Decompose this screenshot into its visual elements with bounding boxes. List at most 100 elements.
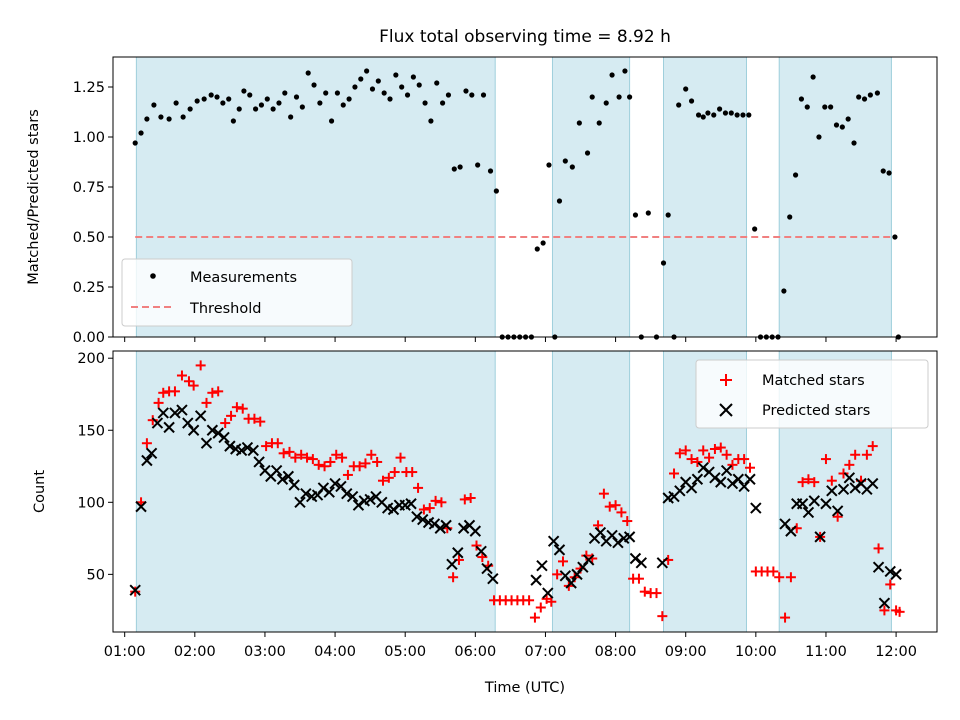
measurement-point bbox=[399, 84, 405, 90]
predicted-star-point bbox=[224, 440, 236, 452]
matched-star-point bbox=[803, 474, 814, 485]
matched-star-point bbox=[698, 445, 709, 456]
measurement-point bbox=[752, 226, 758, 232]
matched-star-point bbox=[459, 494, 470, 505]
matched-star-point bbox=[721, 449, 732, 460]
matched-star-point bbox=[195, 360, 206, 371]
measurement-point bbox=[798, 96, 805, 102]
predicted-star-point bbox=[341, 487, 353, 500]
cross-b bbox=[843, 472, 856, 484]
matched-star-point bbox=[307, 454, 318, 465]
measurement-point bbox=[364, 68, 370, 74]
matched-star-point bbox=[372, 456, 383, 467]
matched-star-point bbox=[894, 606, 905, 617]
matched-star-point bbox=[383, 472, 394, 483]
x-tick-label: 10:00 bbox=[735, 644, 777, 660]
predicted-star-point bbox=[452, 547, 464, 559]
matched-star-point bbox=[395, 452, 406, 463]
cross-b bbox=[884, 565, 896, 578]
measurement-point bbox=[562, 158, 568, 164]
matched-star-point bbox=[686, 454, 697, 465]
predicted-star-point bbox=[475, 545, 487, 558]
cross-b bbox=[674, 485, 686, 497]
measurement-point bbox=[711, 112, 717, 118]
matched-star-point bbox=[313, 459, 324, 470]
x-tick-label: 06:00 bbox=[454, 644, 496, 660]
measurement-point bbox=[722, 110, 729, 116]
predicted-star-point bbox=[867, 477, 879, 490]
predicted-star-point bbox=[487, 572, 499, 585]
matched-star-point bbox=[651, 588, 662, 599]
measurement-point bbox=[416, 82, 422, 88]
x-tick-label: 02:00 bbox=[174, 644, 216, 660]
matched-star-point bbox=[188, 380, 199, 391]
matched-star-point bbox=[377, 475, 388, 486]
matched-star-point bbox=[176, 370, 187, 381]
bottom-legend-box bbox=[695, 359, 929, 429]
predicted-star-point bbox=[329, 477, 341, 490]
predicted-star-point bbox=[565, 577, 577, 589]
measurement-point bbox=[540, 240, 546, 246]
x-tick-label: 11:00 bbox=[805, 644, 847, 660]
predicted-star-point bbox=[294, 496, 306, 509]
cross-b bbox=[387, 503, 400, 516]
measurement-point bbox=[323, 90, 329, 96]
cross-b bbox=[606, 529, 618, 542]
predicted-star-point bbox=[814, 531, 826, 543]
measurement-point bbox=[622, 68, 628, 74]
cross-b bbox=[235, 444, 248, 457]
measurement-point bbox=[187, 106, 193, 112]
measurement-point bbox=[833, 122, 840, 128]
cross-b bbox=[890, 568, 902, 581]
observing-interval bbox=[551, 56, 631, 338]
predicted-star-point bbox=[744, 473, 756, 485]
predicted-star-point bbox=[346, 490, 359, 503]
cross-b bbox=[802, 506, 815, 519]
predicted-star-point bbox=[270, 464, 283, 477]
matched-star-point bbox=[360, 458, 371, 469]
measurement-point bbox=[856, 94, 862, 100]
cross-b bbox=[247, 444, 259, 457]
top-plot-frame bbox=[112, 56, 938, 338]
cross-b bbox=[187, 424, 200, 436]
measurement-point bbox=[493, 188, 499, 194]
cross-b bbox=[680, 476, 692, 488]
predicted-stars-points bbox=[129, 404, 902, 609]
cross-b bbox=[422, 516, 435, 529]
predicted-star-point bbox=[163, 421, 175, 434]
matched-star-point bbox=[557, 556, 568, 567]
measurement-point bbox=[201, 96, 207, 102]
y-tick-label: 1.00 bbox=[73, 130, 105, 146]
measurement-point bbox=[828, 104, 834, 110]
measurement-point bbox=[457, 164, 463, 170]
bottom-y-axis-ticks: 50 100 150 200 bbox=[77, 351, 113, 583]
predicted-star-point bbox=[849, 482, 861, 494]
predicted-star-point bbox=[194, 410, 207, 422]
measurement-point bbox=[340, 102, 346, 108]
measurement-point bbox=[892, 234, 898, 240]
cross-b bbox=[317, 482, 330, 494]
cross-b bbox=[364, 493, 376, 506]
measurement-point bbox=[236, 106, 242, 112]
cross-b bbox=[691, 473, 704, 485]
matched-star-point bbox=[774, 572, 785, 583]
measurement-point bbox=[375, 78, 381, 84]
predicted-star-point bbox=[582, 554, 595, 566]
measurement-point bbox=[451, 166, 457, 172]
matched-star-point bbox=[861, 449, 872, 460]
matched-star-point bbox=[207, 387, 218, 398]
matched-star-point bbox=[529, 612, 540, 623]
predicted-star-point bbox=[129, 584, 141, 596]
matched-star-point bbox=[331, 449, 342, 460]
matched-star-point bbox=[255, 416, 266, 427]
predicted-star-point bbox=[623, 531, 636, 543]
measurement-point bbox=[616, 94, 622, 100]
predicted-star-point bbox=[469, 525, 482, 537]
predicted-star-point bbox=[151, 417, 164, 429]
x-tick-label: 08:00 bbox=[595, 644, 637, 660]
cross-b bbox=[872, 561, 885, 573]
measurement-point bbox=[445, 92, 452, 98]
measurement-point bbox=[311, 82, 317, 88]
cross-b bbox=[329, 477, 341, 490]
cross-b bbox=[623, 531, 636, 543]
